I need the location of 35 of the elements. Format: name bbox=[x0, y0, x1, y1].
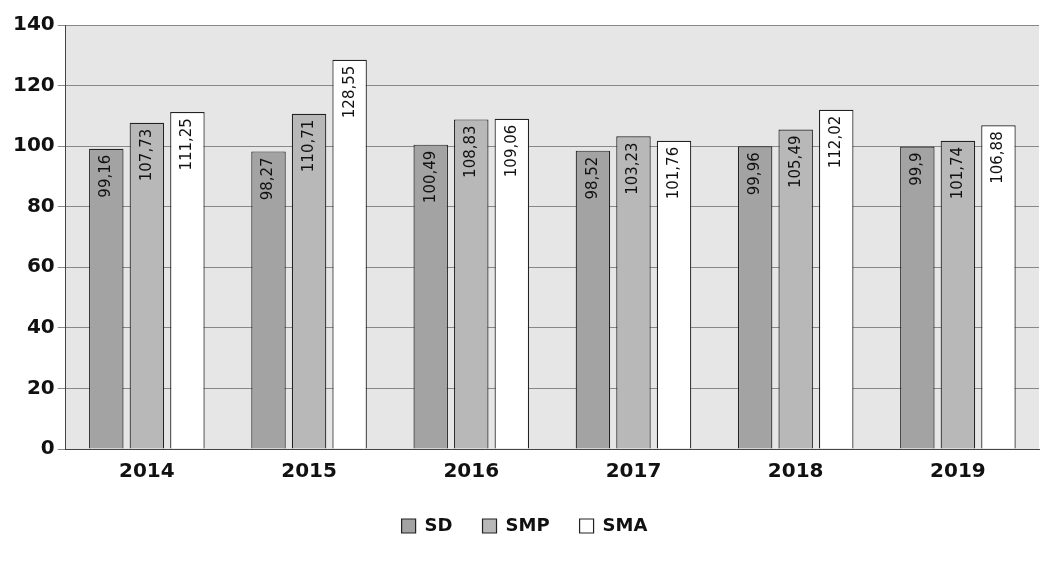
data-label: 108,83 bbox=[461, 125, 480, 178]
y-tick-label: 120 bbox=[13, 71, 55, 96]
x-tick-label: 2014 bbox=[119, 458, 175, 483]
data-label: 101,76 bbox=[663, 146, 682, 200]
data-label: 98,27 bbox=[258, 157, 277, 201]
legend-label: SMP bbox=[505, 513, 550, 535]
data-label: 103,23 bbox=[623, 142, 642, 195]
data-label: 99,16 bbox=[96, 154, 115, 198]
data-label: 101,74 bbox=[947, 146, 966, 200]
data-label: 128,55 bbox=[339, 65, 358, 119]
data-label: 110,71 bbox=[298, 119, 317, 173]
x-tick-label: 2019 bbox=[930, 458, 986, 483]
data-label: 112,02 bbox=[826, 115, 845, 169]
data-label: 106,88 bbox=[988, 131, 1007, 184]
y-tick-label: 0 bbox=[40, 435, 55, 460]
x-tick-label: 2017 bbox=[605, 458, 662, 483]
y-tick-label: 60 bbox=[26, 253, 55, 278]
x-tick-label: 2015 bbox=[281, 458, 337, 483]
data-label: 105,49 bbox=[785, 135, 804, 189]
x-tick-label: 2018 bbox=[767, 458, 824, 483]
y-tick-label: 20 bbox=[26, 374, 55, 399]
data-label: 109,06 bbox=[501, 124, 520, 178]
y-tick-label: 140 bbox=[13, 11, 55, 36]
data-label: 107,73 bbox=[136, 128, 155, 182]
data-label: 100,49 bbox=[420, 150, 439, 204]
y-tick-label: 80 bbox=[26, 192, 55, 217]
data-label: 111,25 bbox=[177, 118, 196, 171]
data-label: 98,52 bbox=[582, 156, 601, 200]
x-tick-label: 2016 bbox=[443, 458, 500, 483]
y-tick-label: 100 bbox=[13, 132, 55, 157]
y-tick-label: 40 bbox=[26, 314, 55, 339]
legend-label: SMA bbox=[602, 513, 648, 535]
data-label: 99,96 bbox=[745, 152, 764, 196]
legend-label: SD bbox=[424, 513, 453, 535]
data-label: 99,9 bbox=[907, 152, 926, 186]
